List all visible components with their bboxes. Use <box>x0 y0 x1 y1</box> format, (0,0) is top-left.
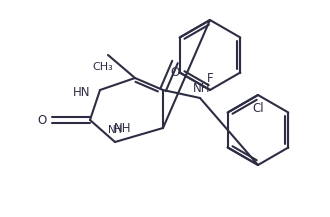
Text: H: H <box>114 125 122 135</box>
Text: NH: NH <box>114 123 132 135</box>
Text: F: F <box>207 71 213 84</box>
Text: N: N <box>108 125 116 135</box>
Text: HN: HN <box>73 85 91 99</box>
Text: NH: NH <box>193 82 211 94</box>
Text: O: O <box>170 66 180 79</box>
Text: O: O <box>37 113 47 127</box>
Text: CH₃: CH₃ <box>93 62 114 72</box>
Text: Cl: Cl <box>252 102 264 115</box>
